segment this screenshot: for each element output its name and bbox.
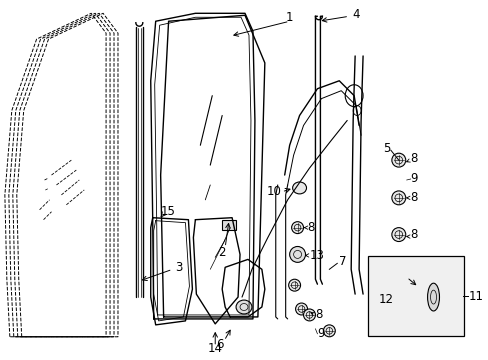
Text: 11: 11 <box>468 289 482 303</box>
Text: 5: 5 <box>383 142 390 155</box>
Circle shape <box>289 247 305 262</box>
Text: 12: 12 <box>378 293 393 306</box>
Ellipse shape <box>292 182 306 194</box>
Circle shape <box>391 191 405 205</box>
Bar <box>222 220 236 230</box>
Circle shape <box>391 153 405 167</box>
Text: 8: 8 <box>307 221 314 234</box>
Text: 14: 14 <box>207 342 222 355</box>
Ellipse shape <box>427 283 439 311</box>
Text: 13: 13 <box>309 249 324 262</box>
Text: 10: 10 <box>266 185 281 198</box>
Circle shape <box>391 228 405 242</box>
Text: 9: 9 <box>317 327 324 340</box>
Text: 8: 8 <box>410 192 417 204</box>
Text: 6: 6 <box>216 338 224 351</box>
Circle shape <box>303 309 315 321</box>
Text: 8: 8 <box>410 152 417 165</box>
Ellipse shape <box>236 300 251 314</box>
Text: 1: 1 <box>285 11 293 24</box>
FancyBboxPatch shape <box>367 256 463 336</box>
Text: 7: 7 <box>339 255 346 268</box>
Text: 2: 2 <box>218 246 225 259</box>
Text: 8: 8 <box>315 309 322 321</box>
Circle shape <box>323 325 335 337</box>
Text: 15: 15 <box>161 205 175 218</box>
Text: 4: 4 <box>351 8 359 21</box>
Circle shape <box>295 303 307 315</box>
Circle shape <box>291 222 303 234</box>
Text: 3: 3 <box>175 261 183 274</box>
Text: 8: 8 <box>410 228 417 241</box>
Circle shape <box>288 279 300 291</box>
Text: 9: 9 <box>410 171 417 185</box>
